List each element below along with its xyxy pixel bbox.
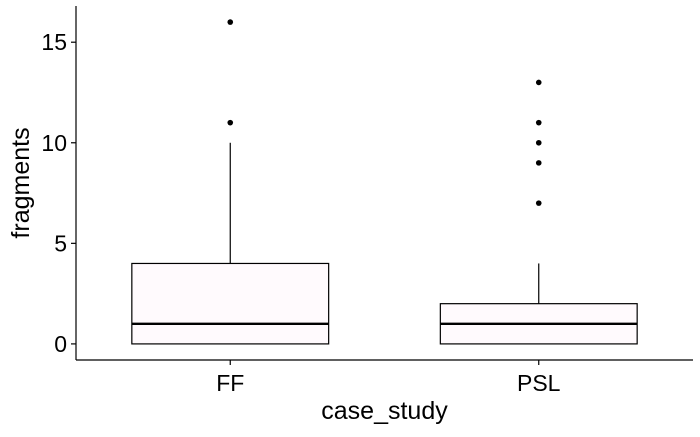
outlier-point [535, 139, 542, 146]
y-ticks: 0 5 10 15 [41, 29, 76, 357]
x-ticks: FF PSL [216, 360, 561, 396]
outlier-point [535, 160, 542, 166]
y-tick-label: 5 [54, 230, 67, 256]
box-group-ff [131, 19, 330, 345]
outlier-point [227, 19, 234, 25]
x-axis-title: case_study [321, 397, 448, 425]
axes-layer [75, 6, 693, 361]
outlier-point [535, 119, 542, 126]
y-axis-title: fragments [7, 127, 35, 238]
boxes-layer [131, 19, 638, 345]
y-tick-label: 0 [54, 331, 67, 357]
outlier-point [535, 200, 542, 206]
y-tick-label: 10 [41, 130, 67, 156]
outlier-point [227, 119, 234, 126]
y-tick-label: 15 [41, 29, 67, 55]
x-tick-label: PSL [517, 370, 561, 396]
outlier-point [535, 79, 542, 86]
box-group-psl [439, 79, 638, 345]
x-tick-label: FF [216, 370, 244, 396]
iqr-box [131, 262, 330, 345]
